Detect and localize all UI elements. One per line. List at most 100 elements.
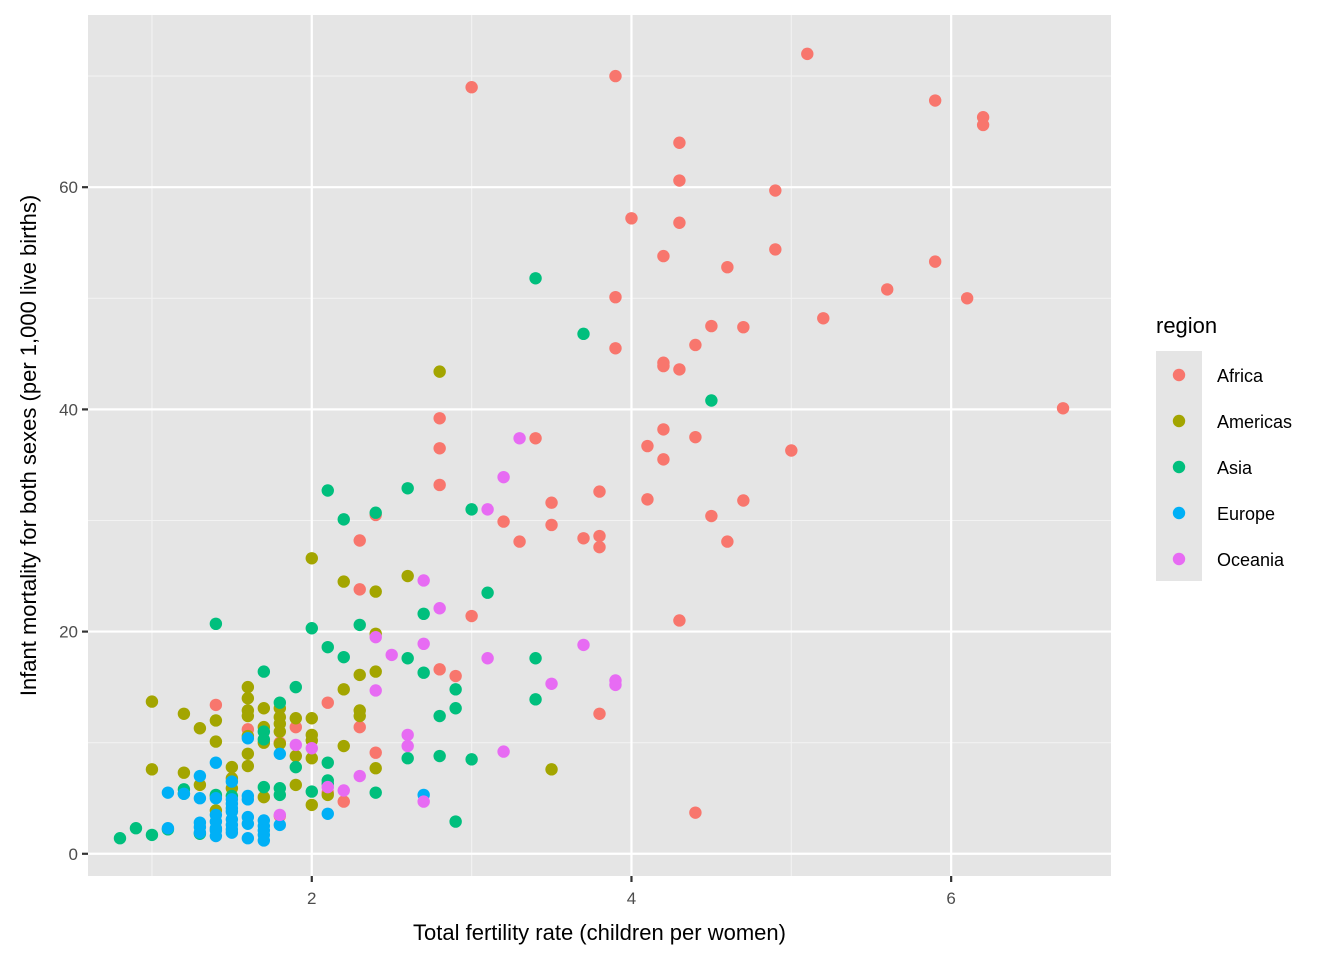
data-point-oceania [337, 784, 350, 797]
data-point-africa [881, 283, 894, 296]
data-point-europe [209, 829, 223, 843]
data-point-europe [241, 789, 255, 803]
data-point-africa [593, 485, 606, 498]
data-point-americas [241, 747, 255, 760]
data-point-africa [928, 94, 942, 107]
y-tick-label: 60 [59, 178, 78, 197]
y-axis: 0 20 40 60 [59, 178, 88, 864]
data-point-oceania [289, 738, 302, 752]
data-point-asia [529, 652, 542, 665]
data-point-africa [705, 509, 718, 523]
data-point-africa [593, 707, 606, 720]
legend-label-oceania: Oceania [1217, 550, 1285, 570]
data-point-africa [321, 696, 334, 709]
data-point-africa [529, 432, 542, 445]
legend-label-americas: Americas [1217, 412, 1292, 432]
data-point-africa [721, 535, 734, 548]
data-point-oceania [417, 637, 430, 651]
y-tick-label: 20 [59, 623, 78, 642]
data-point-asia [369, 506, 382, 519]
data-point-africa [593, 529, 606, 543]
data-point-oceania [513, 432, 526, 445]
data-point-africa [545, 496, 558, 509]
data-point-americas [241, 709, 255, 723]
data-point-asia [305, 785, 318, 798]
data-point-americas [145, 763, 159, 776]
data-point-africa [641, 493, 654, 506]
data-point-americas [337, 683, 350, 696]
data-point-africa [337, 795, 350, 808]
data-point-africa [928, 255, 942, 268]
data-point-europe [241, 832, 255, 845]
legend-key-africa [1172, 368, 1186, 382]
data-point-africa [785, 444, 798, 457]
data-point-americas [241, 680, 255, 694]
data-point-africa [960, 292, 974, 305]
data-point-americas [337, 739, 350, 753]
data-point-americas [289, 712, 302, 725]
data-point-asia [321, 484, 334, 497]
data-point-oceania [481, 652, 494, 665]
data-point-africa [289, 720, 302, 734]
data-point-americas [241, 692, 255, 705]
data-point-americas [369, 585, 382, 598]
data-point-oceania [433, 602, 446, 615]
legend-key-europe [1172, 506, 1186, 520]
data-point-americas [241, 759, 255, 773]
data-point-africa [769, 184, 782, 197]
data-point-americas [401, 569, 414, 583]
data-point-africa [209, 698, 223, 712]
data-point-africa [689, 430, 702, 444]
data-point-asia [337, 513, 350, 526]
data-point-americas [369, 665, 382, 678]
data-point-asia [433, 709, 446, 723]
data-point-africa [465, 81, 478, 94]
data-point-asia [705, 394, 718, 407]
data-point-americas [289, 778, 302, 792]
data-point-europe [193, 769, 207, 783]
data-point-europe [225, 826, 239, 839]
data-point-asia [577, 327, 590, 341]
data-point-americas [433, 365, 446, 378]
data-point-americas [305, 552, 318, 565]
data-point-africa [673, 614, 686, 627]
data-point-asia [129, 822, 143, 835]
data-point-americas [305, 712, 318, 725]
data-point-americas [257, 790, 271, 804]
data-point-oceania [305, 742, 318, 755]
data-point-africa [433, 478, 446, 492]
data-point-asia [401, 752, 414, 765]
data-point-africa [497, 515, 510, 528]
data-point-africa [625, 212, 638, 225]
data-point-asia [401, 482, 414, 495]
data-point-africa [737, 320, 750, 334]
data-point-africa [433, 663, 446, 676]
data-point-asia [257, 780, 271, 794]
data-point-africa [673, 174, 686, 187]
data-point-oceania [273, 808, 287, 822]
data-point-africa [545, 518, 558, 532]
data-point-europe [209, 756, 223, 769]
major-gridlines [88, 15, 1111, 876]
data-point-africa [465, 609, 478, 623]
data-point-europe [193, 792, 207, 805]
legend-key-americas [1172, 414, 1186, 428]
data-point-europe [161, 822, 175, 835]
plot-panel [88, 15, 1111, 876]
data-point-oceania [577, 638, 590, 652]
data-point-africa [353, 534, 366, 547]
data-point-oceania [369, 684, 382, 697]
data-point-americas [193, 722, 207, 735]
data-point-oceania [321, 780, 334, 794]
data-point-africa [721, 260, 734, 274]
data-point-africa [801, 47, 814, 61]
data-point-asia [465, 753, 478, 766]
data-point-asia [433, 749, 446, 763]
data-point-asia [273, 788, 287, 802]
data-point-europe [177, 787, 191, 800]
data-point-africa [609, 290, 622, 304]
data-point-africa [976, 118, 990, 132]
x-tick-label: 2 [307, 889, 316, 908]
data-point-oceania [401, 739, 414, 753]
data-point-asia [449, 702, 462, 715]
